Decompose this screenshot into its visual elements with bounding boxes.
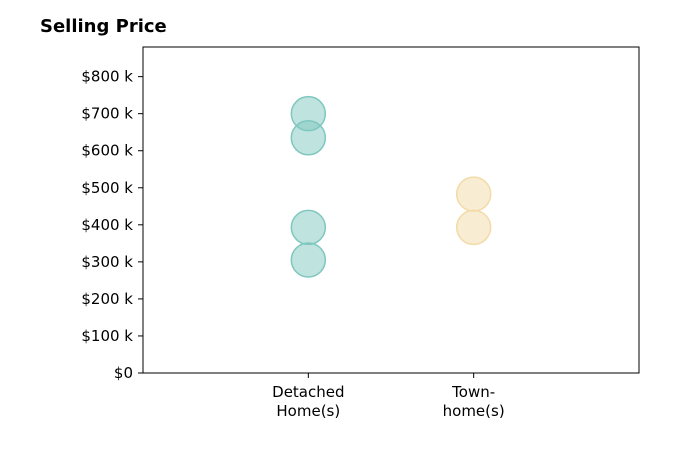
chart-title: Selling Price	[40, 16, 167, 37]
y-tick-label: $600 k	[81, 142, 133, 160]
data-point	[290, 242, 327, 278]
y-tick-label: $400 k	[81, 216, 133, 234]
data-point	[455, 176, 492, 212]
x-tick-label: Town-home(s)	[443, 383, 505, 420]
data-point	[290, 120, 327, 156]
plot-area-frame	[142, 46, 640, 374]
x-tick-label: Detached Home(s)	[272, 383, 344, 420]
y-tick-label: $0	[114, 364, 133, 382]
y-axis: $0 $100 k $200 k $300 k $400 k $500 k $600 k $7…	[81, 68, 143, 382]
data-points	[290, 95, 492, 278]
y-tick-label: $700 k	[81, 105, 133, 123]
y-tick-label: $500 k	[81, 179, 133, 197]
y-tick-label: $200 k	[81, 290, 133, 308]
y-tick-label: $100 k	[81, 327, 133, 345]
y-tick-label: $300 k	[81, 253, 133, 271]
data-point	[455, 209, 492, 246]
data-point	[290, 209, 327, 246]
x-axis: Detached Home(s) Town-home(s)	[272, 373, 505, 420]
y-tick-label: $800 k	[81, 68, 133, 86]
